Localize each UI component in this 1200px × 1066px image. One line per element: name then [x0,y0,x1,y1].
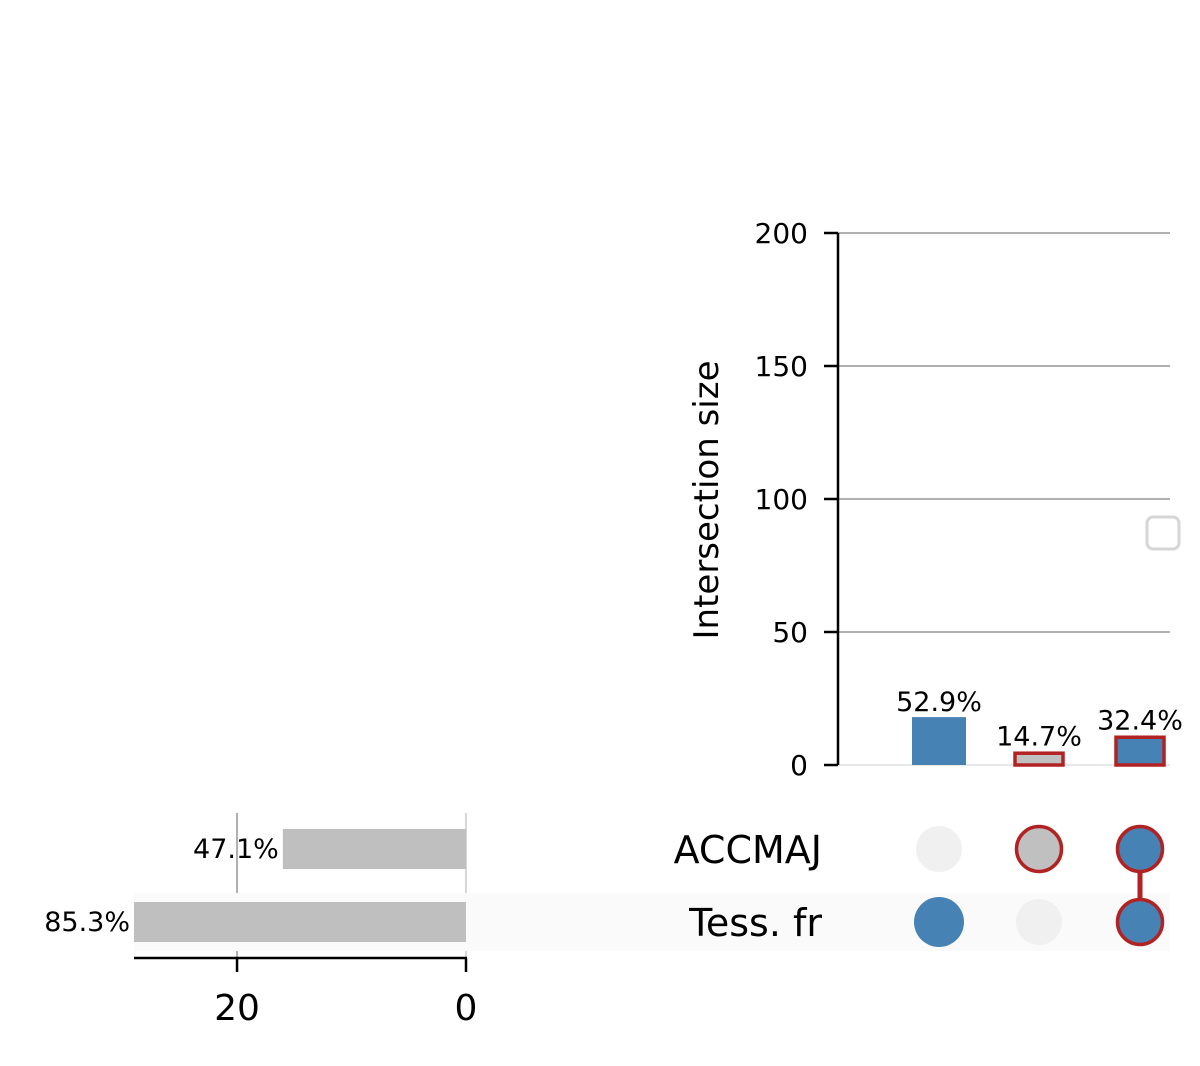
set-size-axis: 20 0 [134,956,478,1029]
membership-matrix [914,824,1165,947]
set-size-bar [134,902,466,942]
set-size-bar-label: 85.3% [44,907,130,938]
set-size-x-tick-label: 0 [455,988,478,1029]
y-tick-label: 50 [772,616,808,649]
intersection-bar-label: 52.9% [896,687,982,718]
intersection-bar [1013,751,1065,767]
legend-box [1145,515,1181,551]
intersection-bar [1114,735,1166,767]
y-tick-label: 100 [755,483,808,516]
matrix-dot-active [1115,897,1165,947]
grid-lines [236,232,1170,958]
intersection-bar-label: 32.4% [1097,706,1183,737]
legend [1145,515,1181,551]
intersection-bars: 52.9% 14.7% 32.4% [896,687,1183,767]
set-size-x-tick-label: 20 [214,988,260,1029]
set-name-label: Tess. fr [688,901,822,945]
matrix-dot-active [1115,824,1165,874]
matrix-dot-active [1014,824,1064,874]
matrix-dot-active [914,897,964,947]
set-size-bar [282,829,466,869]
intersection-bar-label: 14.7% [996,722,1082,753]
set-name-label: ACCMAJ [674,828,822,872]
set-names: ACCMAJ Tess. fr [674,828,823,945]
matrix-dot-inactive [1016,899,1062,945]
y-axis-title: Intersection size [687,361,727,640]
y-tick-label: 0 [790,749,808,782]
set-size-bars: 47.1% 85.3% [44,829,466,942]
intersection-bar [912,717,966,765]
matrix-dot-inactive [916,826,962,872]
y-tick-label: 200 [755,217,808,250]
intersection-y-axis: 0 50 100 150 200 [755,217,840,782]
set-size-bar-label: 47.1% [193,834,279,865]
y-tick-label: 150 [755,350,808,383]
